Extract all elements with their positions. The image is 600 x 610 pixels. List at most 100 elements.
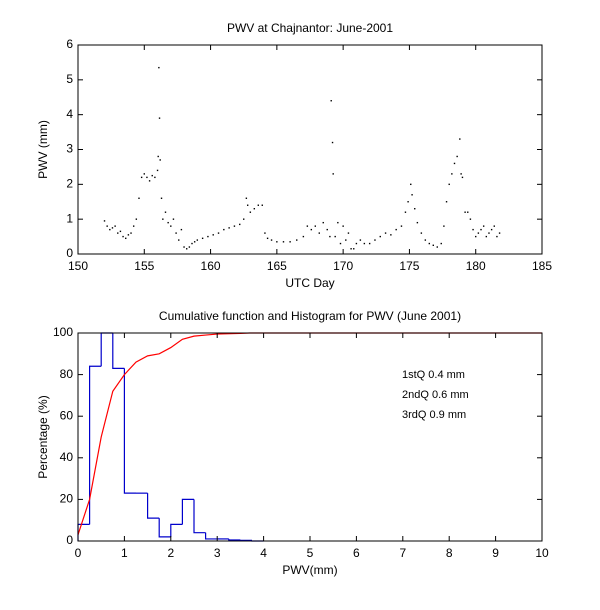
data-point bbox=[350, 248, 352, 250]
data-point bbox=[154, 176, 156, 179]
chart-title: PWV at Chajnantor: June-2001 bbox=[227, 21, 393, 35]
histogram-bar bbox=[112, 333, 125, 369]
data-point bbox=[390, 234, 392, 236]
annotation: 2ndQ 0.6 mm bbox=[402, 389, 469, 401]
data-point bbox=[103, 220, 106, 222]
y-tick-label: 20 bbox=[60, 492, 74, 506]
data-point bbox=[207, 235, 209, 238]
data-point bbox=[310, 228, 313, 231]
data-point bbox=[106, 225, 108, 227]
data-point bbox=[246, 204, 249, 206]
data-point bbox=[416, 221, 419, 224]
y-tick-label: 2 bbox=[66, 177, 73, 191]
data-point bbox=[339, 242, 342, 245]
histogram-bar bbox=[158, 518, 171, 538]
y-tick-label: 0 bbox=[66, 246, 73, 260]
data-point bbox=[374, 239, 376, 241]
data-point bbox=[363, 242, 366, 245]
data-point bbox=[201, 237, 204, 240]
data-point bbox=[180, 228, 183, 231]
data-point bbox=[490, 228, 493, 231]
x-tick-label: 155 bbox=[134, 259, 154, 273]
data-point bbox=[355, 242, 358, 245]
data-point bbox=[443, 225, 445, 227]
data-point bbox=[109, 228, 111, 231]
data-point bbox=[445, 201, 448, 203]
x-tick-label: 4 bbox=[260, 546, 267, 560]
y-tick-label: 0 bbox=[66, 533, 73, 547]
x-tick-label: 9 bbox=[492, 546, 499, 560]
data-point bbox=[138, 197, 140, 199]
data-point bbox=[337, 221, 339, 224]
x-tick-label: 165 bbox=[267, 259, 287, 273]
data-point bbox=[331, 141, 334, 144]
x-tick-label: 1 bbox=[121, 546, 128, 560]
data-point bbox=[178, 239, 180, 241]
data-point bbox=[223, 228, 225, 231]
cumulative-line bbox=[77, 332, 542, 535]
data-point bbox=[414, 208, 416, 210]
data-point bbox=[436, 246, 438, 248]
data-point bbox=[432, 244, 434, 246]
histogram-bar bbox=[89, 365, 102, 525]
data-point bbox=[395, 228, 397, 231]
chart-title: Cumulative function and Histogram for PW… bbox=[159, 309, 461, 323]
data-point bbox=[270, 239, 273, 241]
data-point bbox=[464, 211, 466, 213]
x-tick-label: 0 bbox=[75, 546, 82, 560]
data-point bbox=[460, 173, 462, 175]
histogram-bar bbox=[100, 332, 113, 367]
data-point bbox=[302, 235, 305, 238]
y-tick-label: 6 bbox=[66, 37, 73, 51]
data-point bbox=[440, 242, 442, 245]
x-tick-label: 3 bbox=[214, 546, 221, 560]
histogram-bar bbox=[123, 368, 136, 494]
data-point bbox=[135, 218, 138, 220]
data-point bbox=[472, 228, 474, 231]
data-point bbox=[332, 173, 334, 175]
data-point bbox=[477, 232, 480, 234]
histogram-bar bbox=[228, 538, 241, 541]
data-point bbox=[146, 176, 148, 179]
data-point bbox=[453, 162, 456, 165]
data-point bbox=[261, 204, 263, 206]
data-point bbox=[498, 232, 501, 234]
data-point bbox=[493, 225, 495, 227]
data-point bbox=[410, 183, 412, 186]
x-tick-label: 160 bbox=[201, 259, 221, 273]
x-axis-label: PWV(mm) bbox=[282, 563, 337, 577]
data-point bbox=[330, 100, 332, 102]
data-point bbox=[407, 201, 409, 203]
data-point bbox=[266, 237, 269, 240]
data-point bbox=[245, 197, 248, 199]
data-point bbox=[276, 241, 278, 243]
data-point bbox=[359, 239, 362, 241]
y-tick-label: 3 bbox=[66, 142, 73, 156]
data-point bbox=[485, 235, 488, 238]
data-point bbox=[170, 225, 172, 227]
data-point bbox=[448, 183, 450, 186]
data-point bbox=[306, 225, 309, 227]
data-point bbox=[160, 197, 163, 199]
data-point bbox=[334, 235, 336, 238]
histogram-bar bbox=[205, 532, 218, 540]
data-point bbox=[461, 176, 464, 179]
data-point bbox=[469, 218, 472, 220]
data-point bbox=[130, 232, 132, 234]
data-point bbox=[480, 228, 482, 231]
data-point bbox=[162, 218, 164, 220]
data-point bbox=[404, 211, 407, 213]
data-point bbox=[482, 225, 485, 227]
x-axis-label: UTC Day bbox=[285, 276, 334, 290]
x-tick-label: 10 bbox=[535, 546, 549, 560]
data-point bbox=[379, 235, 381, 238]
x-tick-label: 175 bbox=[399, 259, 419, 273]
data-point bbox=[125, 237, 127, 240]
x-tick-label: 6 bbox=[353, 546, 360, 560]
data-point bbox=[119, 230, 122, 233]
data-point bbox=[496, 235, 498, 238]
data-point bbox=[158, 66, 160, 69]
data-point bbox=[264, 232, 266, 234]
